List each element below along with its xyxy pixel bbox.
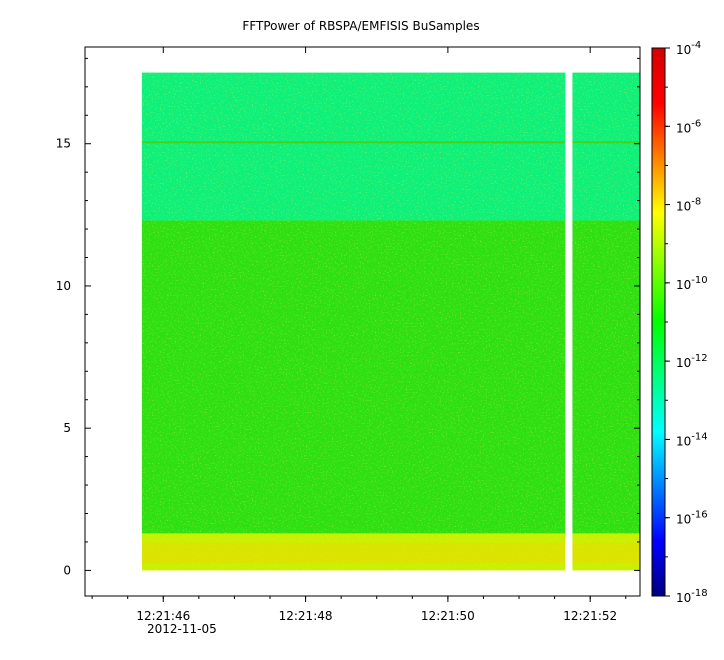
x-axis: 12:21:46 12:21:48 12:21:50 12:21:52	[91, 47, 627, 623]
colorbar-gradient	[651, 47, 666, 597]
data-gap	[565, 71, 573, 572]
colorbar-tick-label: 10-10	[676, 275, 708, 292]
colorbar-tick-label: 10-8	[676, 197, 701, 214]
low-frequency-enhancement	[141, 542, 640, 564]
spectral-noise-texture	[141, 72, 640, 571]
colorbar-tick-label: 10-18	[676, 588, 708, 605]
spectrogram-data	[141, 71, 640, 572]
colorbar-tick-label: 10-4	[676, 40, 701, 57]
y-tick-label: 10	[56, 279, 71, 293]
chart-title: FFTPower of RBSPA/EMFISIS BuSamples	[242, 19, 479, 33]
spectral-line-feature	[141, 141, 640, 144]
x-axis-date-label: 2012-11-05	[147, 622, 217, 636]
x-tick-label: 12:21:52	[563, 609, 617, 623]
y-axis: 0 5 10 15	[56, 57, 640, 577]
x-tick-label: 12:21:46	[136, 609, 190, 623]
colorbar-tick-label: 10-12	[676, 353, 708, 370]
x-tick-label: 12:21:48	[279, 609, 333, 623]
colorbar-tick-label: 10-16	[676, 510, 708, 527]
colorbar-tick-label: 10-6	[676, 118, 701, 135]
x-tick-label: 12:21:50	[421, 609, 475, 623]
y-tick-label: 5	[63, 421, 71, 435]
y-tick-label: 0	[63, 563, 71, 577]
y-tick-label: 15	[56, 137, 71, 151]
plot-area	[84, 46, 641, 597]
colorbar: 10-4 10-6 10-8 10-10 10-12 10-14 10-16 10-18	[651, 40, 708, 605]
plot-frame	[84, 46, 641, 597]
colorbar-tick-label: 10-14	[676, 431, 708, 448]
